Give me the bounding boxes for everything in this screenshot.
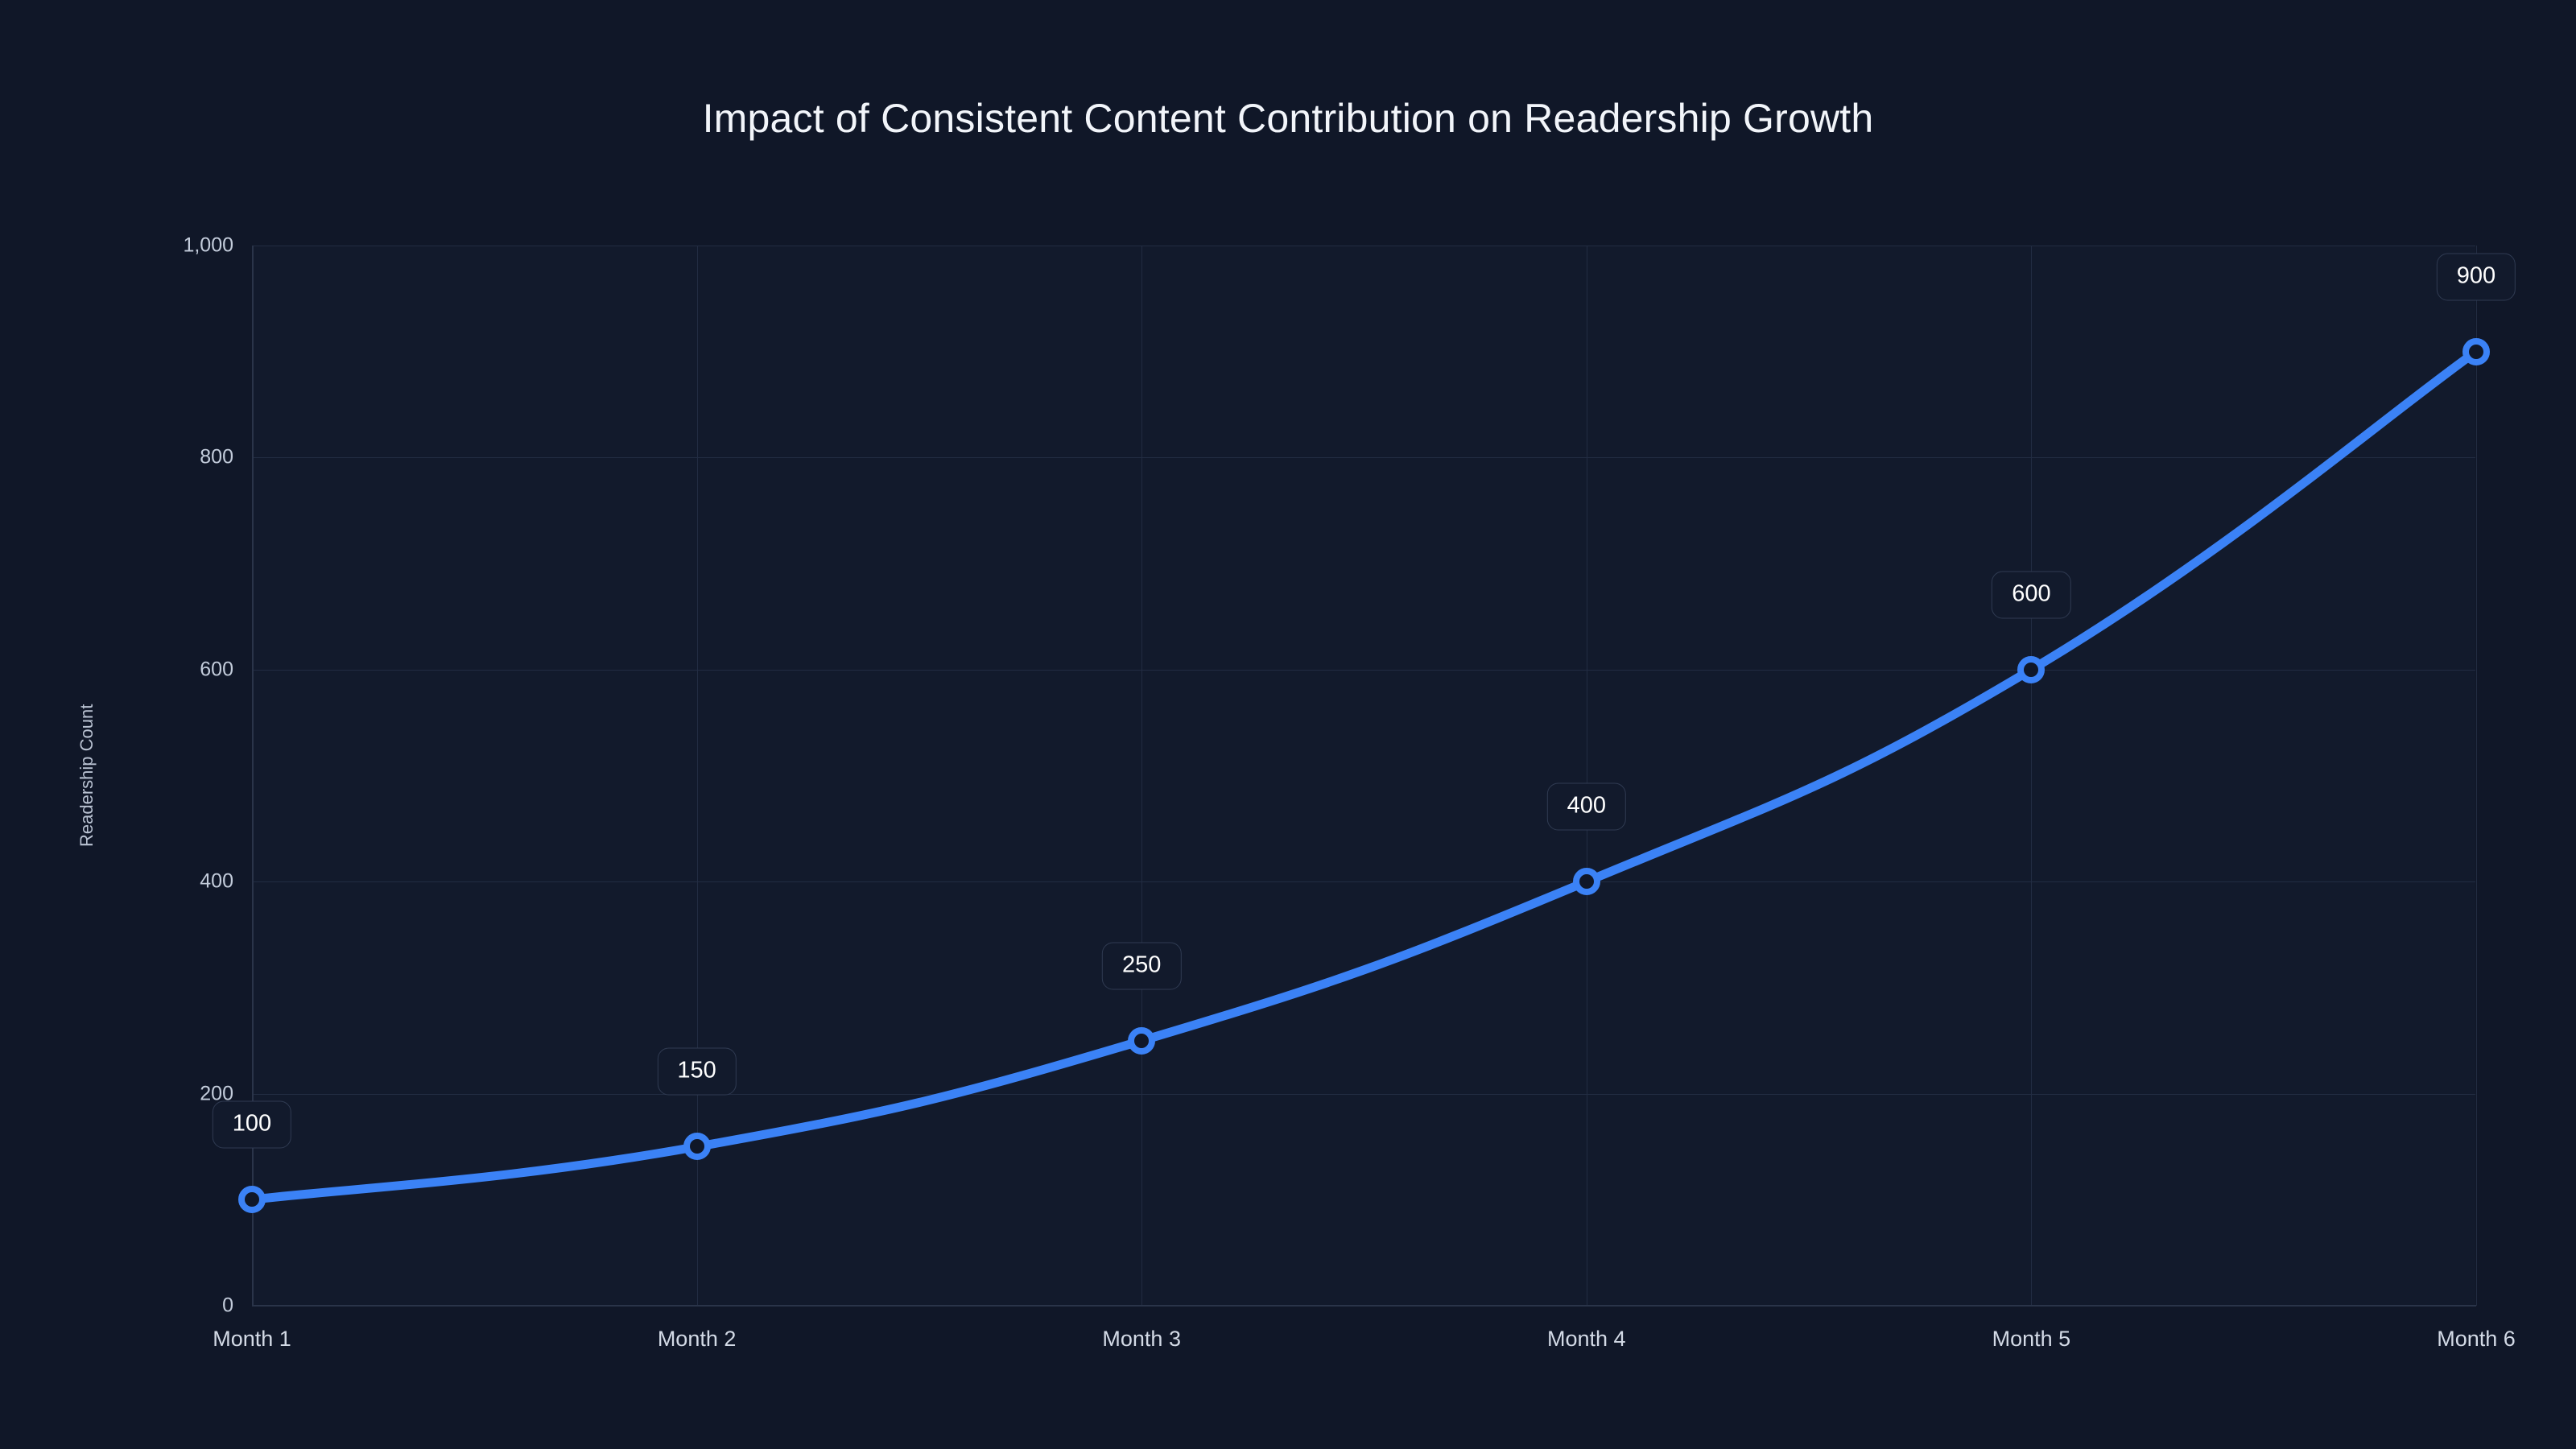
data-point-value-label: 400: [1546, 782, 1626, 831]
data-point-marker[interactable]: [683, 1133, 711, 1161]
y-tick-label: 800: [200, 445, 233, 469]
data-point-value-label: 600: [1992, 571, 2071, 619]
data-point-marker[interactable]: [1128, 1026, 1156, 1055]
x-tick-label: Month 5: [1992, 1327, 2071, 1351]
y-tick-label: 600: [200, 658, 233, 681]
gridline-horizontal: [252, 881, 2475, 883]
data-point-marker[interactable]: [2017, 655, 2046, 683]
gridline-vertical: [2476, 246, 2477, 1306]
x-axis-line: [252, 1305, 2476, 1307]
data-point-value-label: 150: [657, 1047, 737, 1096]
gridline-horizontal: [252, 1093, 2475, 1095]
data-point-marker[interactable]: [2462, 337, 2490, 365]
data-point-value-label: 900: [2436, 253, 2516, 301]
x-tick-label: Month 6: [2437, 1327, 2516, 1351]
x-tick-label: Month 1: [213, 1327, 291, 1351]
data-point-value-label: 250: [1101, 942, 1182, 990]
x-tick-label: Month 3: [1102, 1327, 1181, 1351]
gridline-horizontal: [252, 457, 2475, 459]
y-tick-label: 200: [200, 1082, 233, 1105]
x-tick-label: Month 4: [1547, 1327, 1626, 1351]
y-tick-label: 0: [222, 1294, 233, 1317]
y-tick-label: 400: [200, 869, 233, 893]
gridline-vertical: [2031, 246, 2033, 1306]
data-point-marker[interactable]: [238, 1186, 266, 1214]
data-point-marker[interactable]: [1572, 868, 1600, 896]
y-axis-title: Readership Count: [76, 704, 97, 847]
data-point-value-label: 100: [212, 1100, 292, 1149]
chart-title: Impact of Consistent Content Contributio…: [702, 96, 1874, 141]
gridline-horizontal: [252, 669, 2475, 671]
x-tick-label: Month 2: [657, 1327, 737, 1351]
y-tick-label: 1,000: [183, 233, 233, 257]
plot-area: [252, 246, 2477, 1306]
gridline-vertical: [1141, 246, 1143, 1306]
